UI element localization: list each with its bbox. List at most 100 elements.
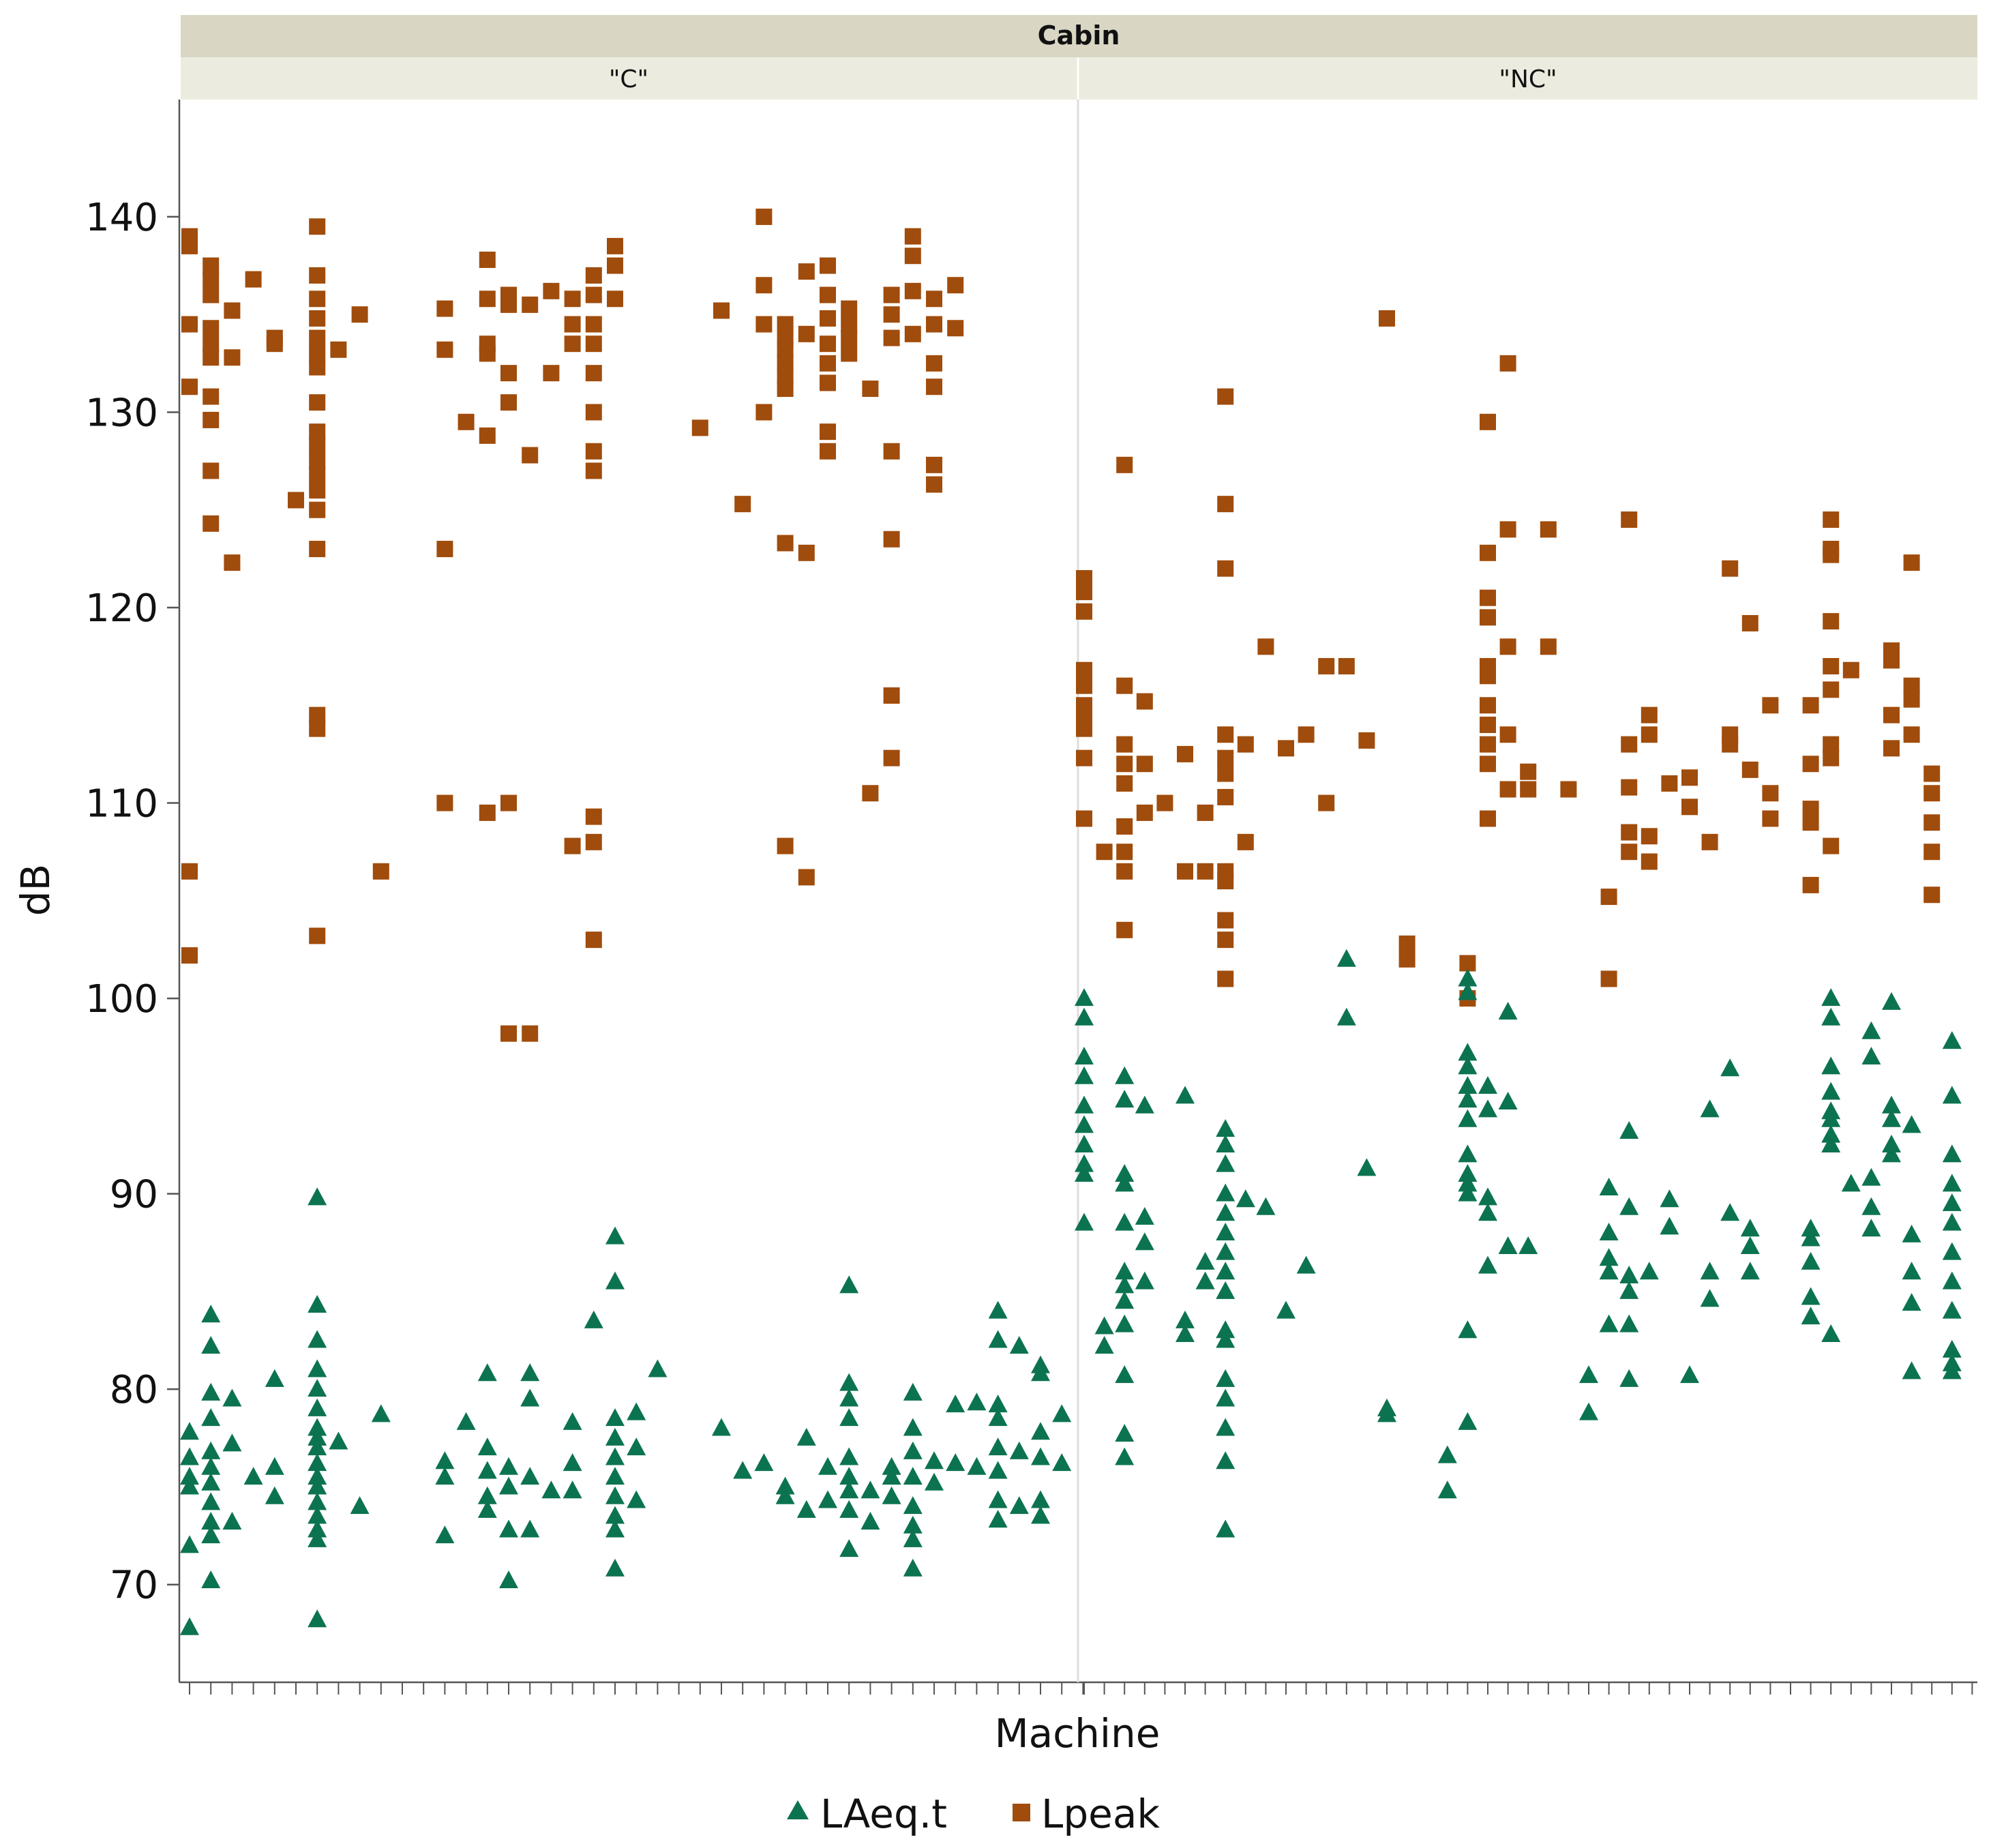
laeq-point xyxy=(435,1525,455,1544)
laeq-point xyxy=(882,1457,901,1475)
lpeak-point xyxy=(309,310,326,327)
laeq-point xyxy=(1256,1197,1276,1215)
laeq-point xyxy=(1639,1262,1659,1280)
laeq-point xyxy=(180,1617,199,1635)
lpeak-point xyxy=(1076,603,1092,620)
lpeak-point xyxy=(926,476,942,493)
laeq-point xyxy=(1216,1451,1236,1470)
laeq-point xyxy=(520,1519,540,1538)
lpeak-point xyxy=(479,345,496,362)
laeq-point xyxy=(1437,1480,1457,1499)
laeq-point xyxy=(796,1427,816,1446)
laeq-point xyxy=(605,1271,625,1290)
laeq-point xyxy=(1115,1090,1135,1108)
laeq-point xyxy=(1821,1082,1841,1100)
laeq-point xyxy=(1700,1262,1720,1280)
laeq-point xyxy=(1619,1281,1639,1299)
laeq-point xyxy=(308,1418,327,1436)
lpeak-point xyxy=(203,349,220,366)
lpeak-point xyxy=(585,462,602,479)
lpeak-point xyxy=(309,466,326,483)
laeq-point xyxy=(477,1486,497,1504)
lpeak-point xyxy=(1480,609,1496,626)
laeq-point xyxy=(1458,1183,1478,1202)
lpeak-point xyxy=(798,325,815,342)
lpeak-point xyxy=(309,267,326,284)
laeq-point xyxy=(1216,1320,1236,1339)
lpeak-point xyxy=(607,257,623,274)
laeq-point xyxy=(1031,1490,1050,1508)
lpeak-point xyxy=(436,541,453,558)
laeq-point xyxy=(1216,1203,1236,1221)
laeq-point xyxy=(308,1609,327,1628)
lpeak-point xyxy=(883,687,900,704)
laeq-point xyxy=(967,1392,987,1411)
lpeak-point xyxy=(607,290,623,308)
lpeak-point xyxy=(926,316,942,333)
laeq-point xyxy=(818,1490,837,1508)
lpeak-point xyxy=(777,316,794,333)
laeq-point xyxy=(201,1336,221,1354)
lpeak-point xyxy=(1116,456,1133,473)
lpeak-point xyxy=(458,413,475,430)
lpeak-point xyxy=(500,365,517,382)
lpeak-point xyxy=(585,404,602,421)
laeq-point xyxy=(1075,1066,1094,1084)
lpeak-point xyxy=(1318,794,1335,811)
lpeak-point xyxy=(585,365,602,382)
laeq-point xyxy=(563,1453,582,1472)
laeq-point xyxy=(1599,1262,1619,1280)
lpeak-point xyxy=(1217,388,1234,405)
laeq-point xyxy=(988,1330,1008,1348)
legend-label-laeq: LAeq.t xyxy=(820,1791,947,1837)
lpeak-point xyxy=(1802,814,1819,831)
lpeak-point xyxy=(203,336,220,353)
laeq-point xyxy=(1942,1300,1962,1319)
lpeak-point xyxy=(1823,613,1840,630)
lpeak-point xyxy=(309,927,326,944)
laeq-point xyxy=(1115,1314,1135,1332)
lpeak-point xyxy=(1116,677,1133,694)
lpeak-point xyxy=(1823,837,1840,854)
lpeak-point xyxy=(1217,726,1234,743)
laeq-point xyxy=(1236,1189,1255,1208)
lpeak-point xyxy=(798,869,815,886)
lpeak-point xyxy=(585,833,602,850)
lpeak-point xyxy=(798,263,815,280)
laeq-point xyxy=(1942,1031,1962,1049)
laeq-point xyxy=(1700,1289,1720,1307)
laeq-point xyxy=(1821,1007,1841,1026)
laeq-point xyxy=(1216,1369,1236,1387)
laeq-point xyxy=(308,1437,327,1456)
laeq-point xyxy=(201,1408,221,1427)
lpeak-point xyxy=(1499,726,1516,743)
lpeak-point xyxy=(777,341,794,358)
laeq-point xyxy=(1357,1158,1377,1176)
laeq-point xyxy=(1176,1086,1195,1104)
lpeak-point xyxy=(1217,873,1234,890)
lpeak-point xyxy=(309,394,326,411)
laeq-point xyxy=(1518,1236,1538,1255)
laeq-point xyxy=(222,1388,242,1407)
laeq-point xyxy=(1115,1275,1135,1294)
legend-square-icon xyxy=(1013,1804,1030,1821)
panel-header-nc xyxy=(1079,57,1977,100)
laeq-point xyxy=(1458,968,1478,987)
laeq-point xyxy=(1478,1187,1497,1206)
laeq-point xyxy=(1075,1047,1094,1065)
laeq-point xyxy=(499,1476,518,1495)
laeq-point xyxy=(1861,1167,1881,1186)
laeq-point xyxy=(605,1226,625,1245)
lpeak-point xyxy=(883,531,900,548)
laeq-point xyxy=(1115,1174,1135,1192)
lpeak-point xyxy=(1823,749,1840,766)
lpeak-point xyxy=(1762,785,1779,802)
lpeak-point xyxy=(883,749,900,766)
laeq-point xyxy=(839,1467,859,1485)
laeq-point xyxy=(1458,1320,1478,1339)
laeq-point xyxy=(1009,1496,1029,1515)
legend: LAeq.t Lpeak xyxy=(787,1791,1160,1837)
lpeak-point xyxy=(1480,668,1496,685)
laeq-point xyxy=(1942,1086,1962,1104)
lpeak-point xyxy=(947,277,964,294)
